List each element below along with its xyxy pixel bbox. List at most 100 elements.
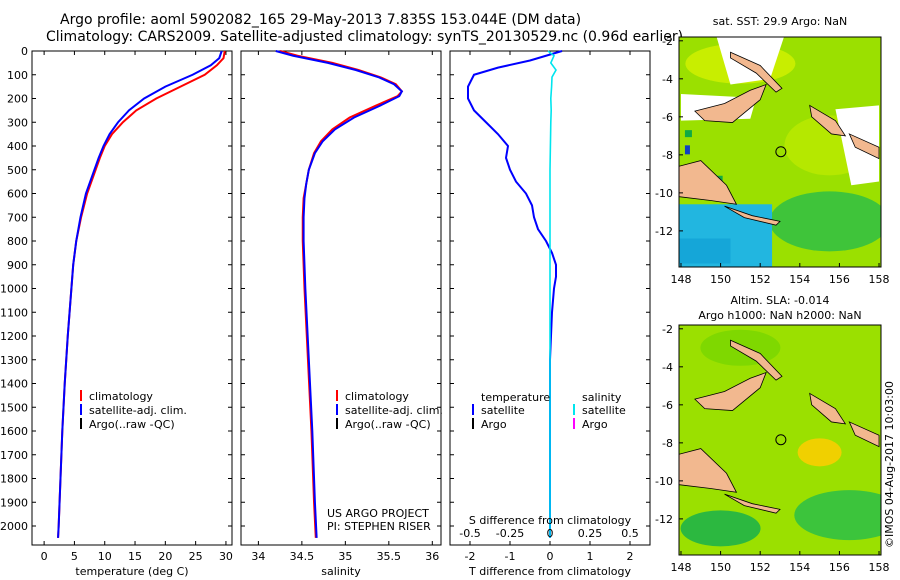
- legend-entry: Argo(..raw -QC): [345, 418, 431, 431]
- xtick-label: 34: [251, 550, 265, 563]
- land-louisiade: [724, 205, 781, 226]
- legend-entry: climatology: [345, 390, 409, 403]
- land-solomon: [848, 133, 880, 160]
- legend-header-temperature: temperature: [481, 391, 550, 404]
- xtick-label: 36: [425, 550, 439, 563]
- ytick-label: -12: [655, 513, 673, 526]
- ytick-label: 1600: [0, 425, 28, 438]
- ytick-label: -10: [655, 187, 673, 200]
- series-line-blue: [275, 50, 404, 538]
- sla-low-patch: [794, 490, 881, 541]
- title-line-1: Argo profile: aoml 5902082_165 29-May-20…: [60, 12, 582, 28]
- ytick-label: 600: [7, 188, 28, 201]
- xtick-label: 34.5: [290, 550, 315, 563]
- ytick-label: 1000: [0, 283, 28, 296]
- xtick-label: 148: [670, 561, 691, 574]
- title-line-2: Climatology: CARS2009. Satellite-adjuste…: [46, 29, 684, 45]
- sla-low-patch: [680, 510, 761, 547]
- map-title: Altim. SLA: -0.014: [730, 294, 829, 307]
- legend-header-salinity: salinity: [582, 391, 622, 404]
- legend-entry: satellite: [582, 404, 626, 417]
- x-axis-label: salinity: [321, 565, 361, 578]
- x-axis-label: temperature (deg C): [75, 565, 188, 578]
- land-new-guinea: [679, 160, 738, 205]
- temperature-profile-panel: 0100200300400500600700800900100011001200…: [0, 45, 233, 578]
- tdiff-tick-label: 1: [587, 550, 594, 563]
- land-new-ireland: [730, 51, 783, 93]
- xtick-label: 30: [219, 550, 233, 563]
- land-bougainville: [809, 104, 847, 137]
- tdiff-tick-label: 2: [627, 550, 634, 563]
- sla-map-field: [679, 325, 881, 555]
- land-new-guinea: [679, 448, 738, 493]
- ytick-label: -2: [662, 323, 673, 336]
- ytick-label: 200: [7, 93, 28, 106]
- map-subtitle: Argo h1000: NaN h2000: NaN: [698, 309, 861, 322]
- legend-entry: Argo: [582, 418, 608, 431]
- xtick-label: 35: [338, 550, 352, 563]
- xtick-label: 152: [750, 561, 771, 574]
- ytick-label: 1500: [0, 401, 28, 414]
- xtick-label: 158: [869, 561, 890, 574]
- xtick-label: 150: [710, 273, 731, 286]
- xtick-label: 156: [829, 273, 850, 286]
- sla-map-frame: [678, 324, 882, 556]
- xtick-label: 150: [710, 561, 731, 574]
- ytick-label: 700: [7, 211, 28, 224]
- land-solomon: [848, 421, 880, 448]
- xtick-label: 0: [41, 550, 48, 563]
- ytick-label: -4: [662, 73, 673, 86]
- ytick-label: 0: [21, 45, 28, 58]
- xtick-label: 10: [98, 550, 112, 563]
- ytick-label: 100: [7, 69, 28, 82]
- series-line-blue: [467, 50, 563, 538]
- pi-label: PI: STEPHEN RISER: [327, 520, 431, 533]
- sdiff-tick-label: 0.5: [621, 527, 639, 540]
- sdiff-axis-label: S difference from climatology: [469, 514, 632, 527]
- ytick-label: -6: [662, 111, 673, 124]
- sdiff-tick-label: 0: [547, 527, 554, 540]
- sst-map: 148 150 152 154 156 158 -2 -4 -6 -8 -10 -12 sat. SST…: [655, 15, 889, 286]
- xtick-label: 154: [789, 273, 810, 286]
- ytick-label: -8: [662, 437, 673, 450]
- land-bougainville: [809, 392, 847, 425]
- ytick-label: -4: [662, 361, 673, 374]
- sst-map-field: [679, 37, 881, 267]
- tdiff-tick-label: -1: [505, 550, 516, 563]
- ytick-label: 900: [7, 259, 28, 272]
- legend-entry: Argo: [481, 418, 507, 431]
- salinity-profile-frame: [240, 50, 442, 546]
- xtick-label: 156: [829, 561, 850, 574]
- legend-entry: satellite-adj. clim.: [345, 404, 443, 417]
- tdiff-tick-label: -2: [465, 550, 476, 563]
- imos-credit: ©IMOS 04-Aug-2017 10:03:00: [883, 381, 896, 548]
- ytick-label: 1300: [0, 354, 28, 367]
- sst-map-frame: [678, 36, 882, 268]
- ytick-label: 1400: [0, 378, 28, 391]
- land-new-britain: [694, 371, 767, 411]
- ytick-label: 300: [7, 116, 28, 129]
- sst-cool-patch: [769, 191, 881, 252]
- sdiff-tick-label: -0.25: [496, 527, 524, 540]
- legend-entry: Argo(..raw -QC): [89, 418, 175, 431]
- argo-position-marker: [775, 434, 787, 446]
- xtick-label: 152: [750, 273, 771, 286]
- ytick-label: 1100: [0, 306, 28, 319]
- tdiff-axis-label: T difference from climatology: [468, 565, 631, 578]
- legend-entry: satellite: [481, 404, 525, 417]
- land-new-britain: [694, 83, 767, 123]
- ytick-label: 800: [7, 235, 28, 248]
- xtick-label: 35.5: [377, 550, 402, 563]
- ytick-label: 2000: [0, 520, 28, 533]
- ytick-label: -6: [662, 399, 673, 412]
- sdiff-tick-label: -0.5: [459, 527, 480, 540]
- difference-profile-panel: -0.5 -0.25 0 0.25 0.5 -2 -1 0 1 2 S difference fro…: [449, 50, 651, 578]
- ytick-label: 1700: [0, 449, 28, 462]
- series-line-cyan: [547, 50, 557, 538]
- land-louisiade: [724, 493, 781, 514]
- land-new-ireland: [730, 339, 783, 381]
- sst-cold-water: [679, 238, 731, 264]
- ytick-label: 500: [7, 164, 28, 177]
- xtick-label: 20: [158, 550, 172, 563]
